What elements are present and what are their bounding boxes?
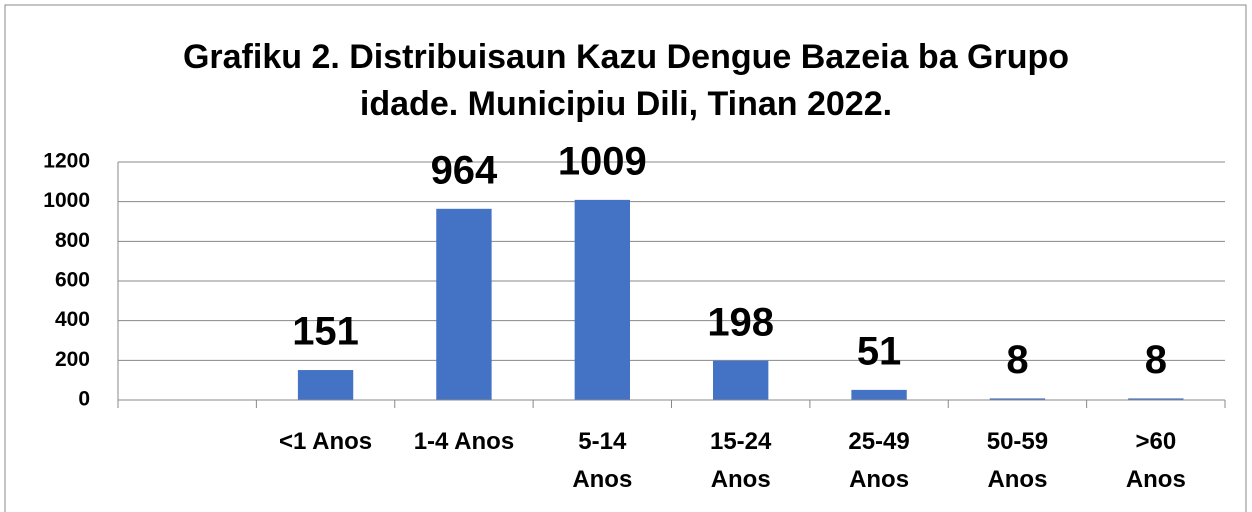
x-tick-label: 5-14 Anos xyxy=(572,428,633,493)
x-tick-label: 15-24 Anos xyxy=(709,428,772,493)
x-tick-label: 25-49 Anos xyxy=(848,428,910,493)
y-tick-label: 0 xyxy=(78,388,90,411)
chart-title: Grafiku 2. Distribuisaun Kazu Dengue Baz… xyxy=(182,38,1070,123)
x-tick-label: >60 Anos xyxy=(1125,428,1186,493)
bar xyxy=(297,370,354,400)
data-label: 8 xyxy=(1006,338,1028,382)
data-label: 964 xyxy=(431,148,498,192)
bar xyxy=(436,208,492,400)
chart-border xyxy=(4,4,1247,512)
y-tick-label: 1200 xyxy=(43,150,90,173)
bar xyxy=(713,360,769,400)
data-label: 51 xyxy=(857,329,902,373)
x-tick-label: <1 Anos xyxy=(278,428,373,455)
y-tick-label: 400 xyxy=(55,308,90,331)
x-tick-label: 50-59 Anos xyxy=(986,428,1049,493)
y-tick-label: 800 xyxy=(55,229,90,252)
y-tick-label: 600 xyxy=(55,269,90,292)
data-label: 1009 xyxy=(558,139,647,183)
data-label: 198 xyxy=(707,300,774,344)
bar xyxy=(989,398,1046,400)
x-tick-label: 1-4 Anos xyxy=(413,428,515,455)
y-tick-label: 1000 xyxy=(43,189,90,212)
y-tick-label: 200 xyxy=(55,348,90,371)
bar xyxy=(574,199,630,400)
bar xyxy=(1128,398,1184,400)
data-label: 151 xyxy=(292,310,359,354)
bar xyxy=(851,389,907,400)
data-label: 8 xyxy=(1145,338,1167,382)
